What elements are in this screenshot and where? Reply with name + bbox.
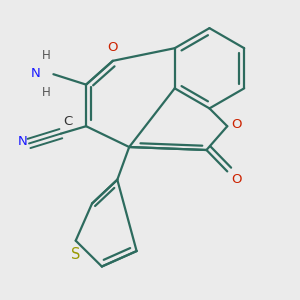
Text: N: N [31, 67, 41, 80]
Text: S: S [71, 247, 80, 262]
Text: H: H [42, 86, 50, 99]
Text: N: N [18, 135, 28, 148]
Text: O: O [231, 118, 241, 131]
Text: H: H [42, 49, 50, 62]
Text: C: C [63, 115, 73, 128]
Text: O: O [108, 41, 118, 54]
Text: O: O [231, 173, 241, 186]
